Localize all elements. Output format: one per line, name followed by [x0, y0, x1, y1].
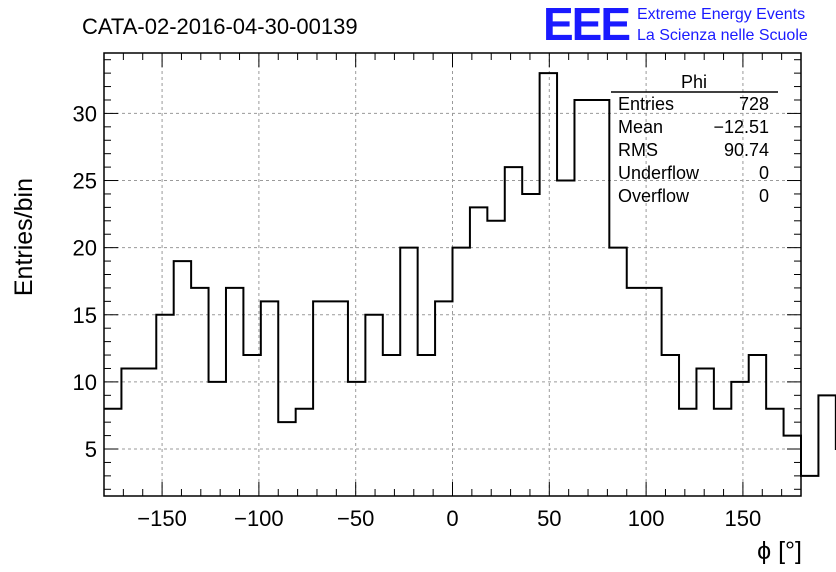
- histogram-bin: [209, 382, 226, 496]
- histogram-bin: [557, 181, 574, 496]
- histogram-bin: [609, 248, 626, 496]
- histogram-bin: [801, 476, 818, 496]
- stats-value-underflow: 0: [759, 163, 769, 183]
- chart-title: CATA-02-2016-04-30-00139: [82, 14, 358, 39]
- histogram-bin: [453, 248, 470, 496]
- eee-logo: EEE: [543, 0, 629, 50]
- histogram-bin: [156, 315, 173, 496]
- stats-label-rms: RMS: [618, 140, 658, 160]
- histogram-bin: [278, 422, 295, 496]
- x-tick-labels: −150 −100 −50 0 50 100 150: [137, 506, 761, 531]
- stats-label-overflow: Overflow: [618, 186, 690, 206]
- branding-line-2: La Scienza nelle Scuole: [637, 27, 808, 44]
- x-tick-label: −100: [234, 506, 284, 531]
- x-axis-title: ϕ [°]: [757, 537, 802, 565]
- y-axis-title: Entries/bin: [10, 178, 38, 296]
- y-tick-label: 5: [85, 437, 97, 462]
- histogram-bin: [435, 301, 452, 496]
- histogram-bin: [574, 100, 591, 496]
- histogram-bin: [749, 355, 766, 496]
- stats-label-entries: Entries: [618, 94, 674, 114]
- histogram-bin: [627, 288, 644, 496]
- histogram-bin: [365, 315, 382, 496]
- histogram-bin: [296, 409, 313, 496]
- histogram-bin: [383, 355, 400, 496]
- histogram-bin: [592, 100, 609, 496]
- histogram-bin: [714, 409, 731, 496]
- y-tick-label: 15: [73, 303, 97, 328]
- histogram-outline: [104, 72, 836, 477]
- histogram-bars: [104, 72, 836, 496]
- x-tick-label: 100: [628, 506, 665, 531]
- y-tick-label: 25: [73, 169, 97, 194]
- histogram-bin: [679, 409, 696, 496]
- axis-ticks: [103, 53, 802, 496]
- histogram-bin: [139, 368, 156, 496]
- histogram-bin: [487, 221, 504, 496]
- histogram-bin: [400, 248, 417, 496]
- branding-line-1: Extreme Energy Events: [637, 6, 805, 23]
- y-tick-labels: 5 10 15 20 25 30: [73, 101, 97, 462]
- stats-value-mean: −12.51: [713, 117, 769, 137]
- histogram-bin: [784, 436, 801, 496]
- stats-value-rms: 90.74: [724, 140, 769, 160]
- histogram-bin: [540, 73, 557, 496]
- histogram-bin: [818, 395, 835, 496]
- histogram-bin: [662, 355, 679, 496]
- stats-value-overflow: 0: [759, 186, 769, 206]
- histogram-bin: [731, 382, 748, 496]
- y-tick-label: 30: [73, 101, 97, 126]
- histogram-bin: [174, 261, 191, 496]
- histogram-bin: [348, 382, 365, 496]
- eee-branding: EEE Extreme Energy Events La Scienza nel…: [543, 0, 808, 50]
- histogram-bin: [191, 288, 208, 496]
- histogram-bin: [243, 355, 260, 496]
- histogram-bin: [261, 301, 278, 496]
- histogram-bin: [226, 288, 243, 496]
- stats-box: Phi Entries 728 Mean −12.51 RMS 90.74 Un…: [611, 72, 778, 206]
- histogram-bin: [121, 368, 138, 496]
- histogram-bin: [313, 301, 330, 496]
- x-tick-label: 50: [537, 506, 561, 531]
- x-tick-label: 150: [725, 506, 762, 531]
- stats-title: Phi: [681, 72, 707, 92]
- x-tick-label: 0: [446, 506, 458, 531]
- histogram-bin: [331, 301, 348, 496]
- histogram-bin: [644, 288, 661, 496]
- stats-value-entries: 728: [739, 94, 769, 114]
- y-tick-label: 20: [73, 236, 97, 261]
- histogram-bin: [418, 355, 435, 496]
- histogram-bin: [505, 167, 522, 496]
- x-tick-label: −50: [337, 506, 374, 531]
- histogram-bin: [696, 368, 713, 496]
- histogram-bin: [470, 207, 487, 496]
- y-tick-label: 10: [73, 370, 97, 395]
- histogram-bin: [522, 194, 539, 496]
- stats-label-underflow: Underflow: [618, 163, 700, 183]
- x-tick-label: −150: [137, 506, 187, 531]
- histogram-bin: [766, 409, 783, 496]
- stats-label-mean: Mean: [618, 117, 663, 137]
